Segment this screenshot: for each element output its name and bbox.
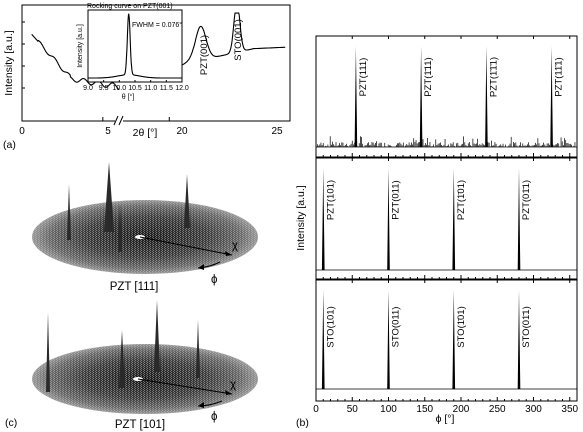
pole-figure-pzt111: χ ϕ PZT [111] [32,162,258,293]
phi-peak [550,46,553,147]
inset-ylabel: Intensity [a.u.] [77,24,84,68]
phi-peak-label: STO(101) [325,306,336,348]
panel-b-ylabel: Intensity [a.u.] [295,185,307,250]
phi-peak [387,290,390,389]
panel-a-axis-break [113,115,124,126]
chi-axis [137,378,233,395]
phi-peak [452,290,456,389]
pole-peak [118,203,122,252]
phi-peak [517,290,521,389]
phi-peak [354,46,358,147]
pole-peak [119,330,125,388]
phi-peak [419,46,423,147]
rocking-curve [87,13,183,79]
rocking-curve-inset: Rocking curve on PZT(001) FWHM = 0.076° … [77,3,189,101]
phi-peak-label: PZT(11̄1) [554,57,565,96]
inset-frame [87,9,183,83]
peak-label-pzt001: PZT(001) [199,35,210,75]
panel-a-frame [21,4,291,122]
pole-peak [104,162,114,232]
pole-figure-caption: PZT [101] [115,419,165,431]
phi-tick-label: 50 [347,404,359,415]
inset-tick-label: 10.5 [128,85,142,92]
panel-c-label: (c) [5,417,17,429]
chi-label: χ [230,379,236,391]
phi-scan-row-3-frame [315,279,578,402]
inset-tick-label: 11.5 [160,85,173,92]
phi-tick-label: 250 [489,404,506,415]
inset-title: Rocking curve on PZT(001) [87,3,173,10]
phi-peak [387,168,390,270]
inset-tick-label: 10.0 [113,85,127,92]
phi-peak-label: PZT(111) [358,58,369,97]
pole-peak [154,300,160,372]
phi-label: ϕ [211,411,217,423]
panel-a-xlabel: 2θ [°] [133,127,158,139]
panel-a: 0 5 20 25 2θ [°] Intensity [a.u.] PZT(00… [3,3,291,151]
phi-tick-label: 100 [380,404,397,415]
phi-peak [321,290,325,389]
tick-label-25: 25 [271,126,283,137]
inset-tick-label: 12.0 [175,85,189,92]
chi-axis [139,236,233,256]
phi-peak [321,168,325,270]
phi-peak-label: PZT(1̄01) [456,180,467,220]
phi-tick-label: 350 [561,404,578,415]
phi-peak-label: PZT(101) [325,180,336,220]
inset-fwhm: FWHM = 0.076° [132,21,182,29]
phi-peak [517,168,521,270]
peak-label-sto001: STO(001) [233,19,244,61]
pole-figure-caption: PZT [111] [110,281,159,293]
pole-peak [46,312,50,392]
phi-tick-label: 0 [313,404,319,415]
chi-label: χ [232,240,238,252]
pole-peak [196,320,200,378]
panel-b-label: (b) [296,417,309,429]
pole-figure-pzt101: χ ϕ PZT [101] [32,300,258,431]
panel-b-xlabel: ϕ [°] [436,413,455,425]
phi-peak [485,46,488,147]
phi-peak-label: STO(1̄01) [456,306,467,348]
phi-tick-label: 300 [525,404,542,415]
inset-tick-label: 9.5 [99,85,109,92]
tick-label-0: 0 [19,126,25,137]
phi-tick-label: 150 [416,404,433,415]
phi-tick-label: 200 [453,404,470,415]
panel-a-label: (a) [3,139,16,151]
phi-peak-label: PZT(1̄11) [423,57,434,96]
phi-scan-row-2-frame [315,157,578,280]
phi-peak-label: PZT(01̄1) [521,180,532,220]
phi-peak-label: STO(01̄1) [521,306,532,348]
tick-label-20: 20 [176,126,188,137]
phi-peak-label: PZT(011) [391,180,402,219]
panel-a-ylabel: Intensity [a.u.] [3,30,15,95]
phi-peak-label: STO(011) [391,307,402,348]
inset-xlabel: θ [°] [122,93,135,101]
inset-tick-label: 11.0 [144,85,157,92]
phi-peak [452,168,456,270]
phi-label: ϕ [211,274,217,286]
tick-label-5: 5 [105,126,111,137]
panel-c: χ ϕ PZT [111] χ ϕ PZT [101] (c) [5,162,258,431]
pole-peak [184,174,190,228]
inset-tick-label: 9.0 [83,85,93,92]
pole-peak [67,184,71,240]
panel-b: PZT(111) PZT(1̄11) PZT(1̄1̄1) PZT(11̄1) PZT(… [295,35,579,429]
phi-peak-label: PZT(1̄1̄1) [488,57,499,97]
